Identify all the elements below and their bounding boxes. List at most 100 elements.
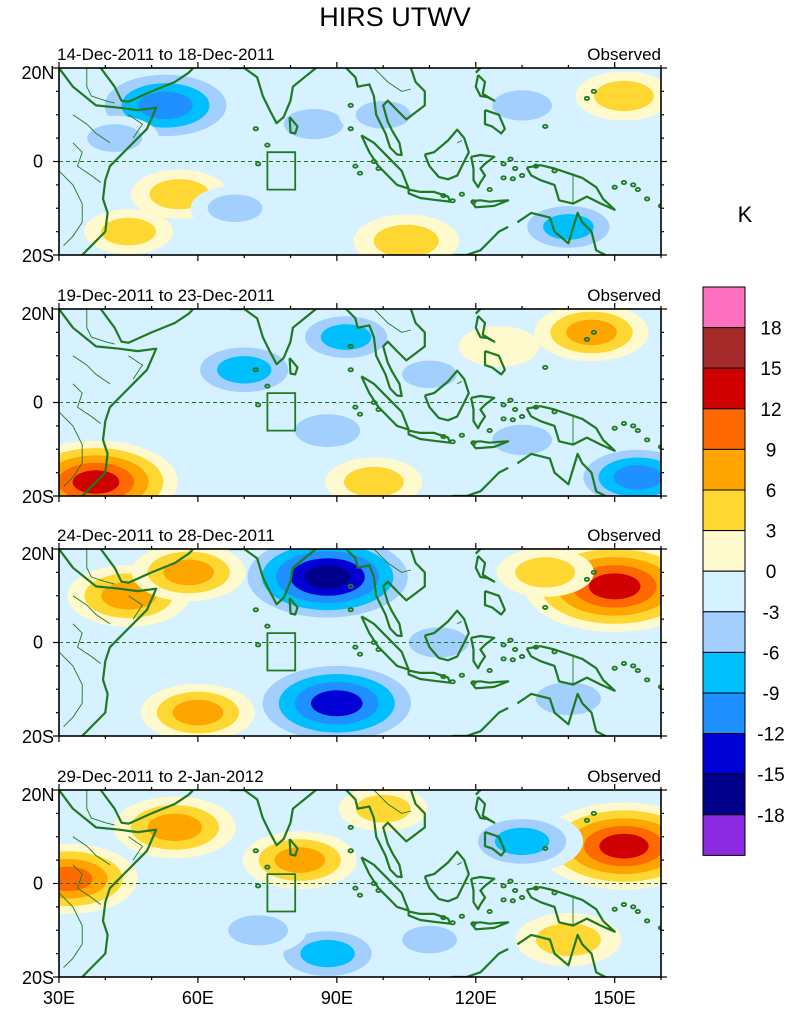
latitude-label: 20N xyxy=(21,304,54,324)
country-border xyxy=(373,68,412,92)
country-border xyxy=(128,355,144,380)
island xyxy=(551,168,558,174)
country-border xyxy=(86,549,115,585)
island xyxy=(440,674,447,680)
colorbar: 18 15 12 9 6 3 0 -3 -6 -9 -12 -15 -18 xyxy=(702,286,785,856)
positive-anomaly-contour xyxy=(274,847,326,873)
panel-date-range: 19-Dec-2011 to 23-Dec-2011 xyxy=(57,286,275,305)
island xyxy=(458,913,465,919)
island xyxy=(644,677,651,683)
island xyxy=(620,421,628,427)
colorbar-label: 12 xyxy=(760,400,781,421)
country-border xyxy=(86,790,115,826)
island xyxy=(532,885,540,891)
colorbar-swatch xyxy=(702,448,746,491)
negative-anomaly-contour xyxy=(283,109,344,140)
colorbar-label: -18 xyxy=(757,806,784,827)
negative-anomaly-contour xyxy=(138,91,193,120)
coastline xyxy=(470,440,510,450)
island xyxy=(532,404,540,410)
country-border xyxy=(59,651,83,727)
island xyxy=(630,182,637,188)
country-border xyxy=(457,621,463,625)
coastline xyxy=(59,309,158,496)
country-border xyxy=(59,411,83,487)
coastline xyxy=(59,68,158,255)
island xyxy=(449,198,456,204)
colorbar-swatch xyxy=(702,611,746,653)
positive-anomaly-contour xyxy=(163,559,214,586)
negative-anomaly-contour xyxy=(295,414,361,447)
island xyxy=(486,668,493,674)
coastline xyxy=(470,921,510,931)
island xyxy=(252,367,259,373)
island xyxy=(347,343,354,349)
colorbar-swatch xyxy=(702,570,746,613)
coastline xyxy=(516,692,606,736)
island xyxy=(470,199,477,205)
island xyxy=(470,921,477,927)
panel-label: Observed xyxy=(587,286,661,305)
panel-date-range: 14-Dec-2011 to 18-Dec-2011 xyxy=(57,45,275,64)
island xyxy=(347,583,354,589)
island xyxy=(507,878,514,884)
island xyxy=(542,123,549,129)
island xyxy=(634,428,641,434)
island xyxy=(509,657,516,663)
island xyxy=(551,890,558,896)
map-panel: 20N 0 20S 24-Dec-2011 to 28-Dec-2011 Observe… xyxy=(21,526,667,747)
index-region-box xyxy=(266,392,297,432)
coastline xyxy=(59,549,158,736)
country-border xyxy=(72,142,101,183)
country-border xyxy=(72,836,111,866)
coastline xyxy=(516,452,606,496)
country-border xyxy=(59,892,83,968)
island xyxy=(551,409,558,415)
island xyxy=(532,163,540,169)
island xyxy=(440,193,447,199)
island xyxy=(470,440,477,446)
island xyxy=(264,383,271,389)
coastline xyxy=(470,199,510,209)
coastline xyxy=(525,405,616,452)
coastline xyxy=(474,796,496,824)
coastline xyxy=(288,838,299,857)
island xyxy=(509,176,516,182)
map-panel: 20N 0 20S 29-Dec-2011 to 2-Jan-2012 Observed xyxy=(21,767,667,988)
colorbar-label: -15 xyxy=(757,765,784,786)
coastline xyxy=(470,680,510,690)
island xyxy=(352,163,359,169)
panel-label: Observed xyxy=(587,526,661,545)
figure-title: HIRS UTWV xyxy=(319,2,471,32)
longitude-label: 30E xyxy=(43,988,75,1008)
island xyxy=(264,864,271,870)
coastline xyxy=(99,309,195,344)
negative-anomaly-contour xyxy=(320,324,372,350)
island xyxy=(509,898,516,904)
island xyxy=(356,892,364,898)
colorbar-swatch xyxy=(702,489,746,532)
colorbar-label: -9 xyxy=(763,684,780,705)
latitude-label: 0 xyxy=(33,633,43,653)
positive-anomaly-contour xyxy=(147,813,202,842)
map-panels: 20N 0 20S 14-Dec-2011 to 18-Dec-2011 Observe… xyxy=(21,45,667,1008)
negative-anomaly-contour xyxy=(207,194,263,223)
country-border xyxy=(457,862,463,866)
negative-anomaly-contour xyxy=(355,101,411,129)
coastline xyxy=(230,309,317,366)
colorbar-label: 6 xyxy=(766,481,777,502)
island xyxy=(518,414,526,420)
colorbar-swatch xyxy=(702,408,746,450)
colorbar-swatch xyxy=(702,773,746,816)
coastline xyxy=(423,850,470,903)
coastline xyxy=(483,831,506,857)
coastline xyxy=(288,357,299,376)
island xyxy=(375,166,382,172)
coastline xyxy=(345,68,426,157)
coastline xyxy=(288,116,299,135)
island xyxy=(500,416,507,422)
negative-anomaly-contour xyxy=(88,640,169,682)
positive-anomaly-contour xyxy=(59,866,93,891)
country-border xyxy=(128,595,144,620)
